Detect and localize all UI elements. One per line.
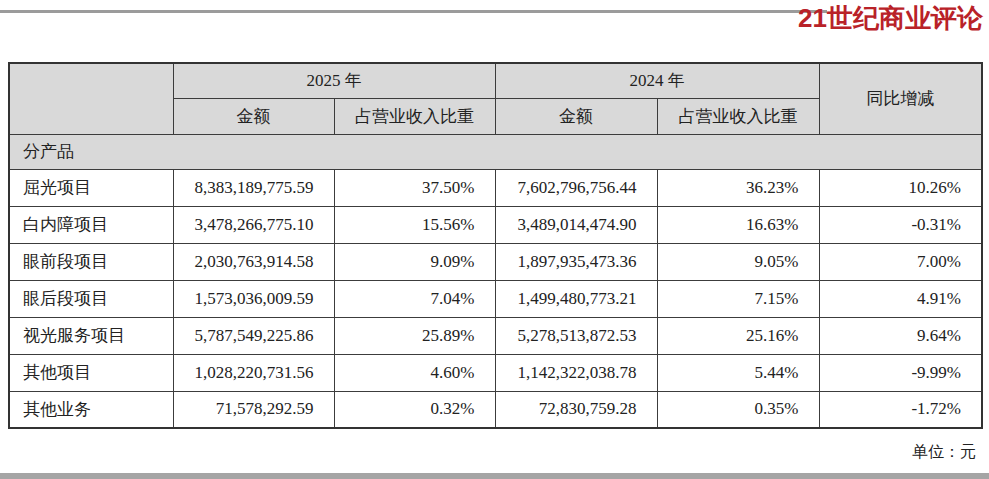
cell-ratio-2025: 25.89% — [334, 317, 495, 354]
column-amount-2025: 金额 — [173, 98, 334, 134]
table-row: 其他业务 71,578,292.59 0.32% 72,830,759.28 0… — [9, 391, 982, 428]
cell-ratio-2024: 25.16% — [657, 317, 819, 354]
cell-amount-2025: 2,030,763,914.58 — [173, 243, 334, 280]
cell-yoy-change: 10.26% — [819, 169, 982, 206]
section-header-by-product: 分产品 — [9, 134, 982, 169]
cell-yoy-change: 4.91% — [819, 280, 982, 317]
cell-ratio-2024: 36.23% — [657, 169, 819, 206]
corner-empty-cell — [9, 63, 173, 134]
table-row: 其他项目 1,028,220,731.56 4.60% 1,142,322,03… — [9, 354, 982, 391]
cell-ratio-2024: 9.05% — [657, 243, 819, 280]
cell-amount-2024: 72,830,759.28 — [495, 391, 657, 428]
cell-product-label: 屈光项目 — [9, 169, 173, 206]
cell-yoy-change: 7.00% — [819, 243, 982, 280]
cell-amount-2025: 3,478,266,775.10 — [173, 206, 334, 243]
column-ratio-2025: 占营业收入比重 — [334, 98, 495, 134]
cell-product-label: 其他业务 — [9, 391, 173, 428]
table-row: 屈光项目 8,383,189,775.59 37.50% 7,602,796,7… — [9, 169, 982, 206]
cell-ratio-2025: 15.56% — [334, 206, 495, 243]
header-divider-line — [0, 10, 827, 13]
table-row: 白内障项目 3,478,266,775.10 15.56% 3,489,014,… — [9, 206, 982, 243]
cell-yoy-change: 9.64% — [819, 317, 982, 354]
cell-amount-2025: 8,383,189,775.59 — [173, 169, 334, 206]
cell-product-label: 眼前段项目 — [9, 243, 173, 280]
cell-yoy-change: -0.31% — [819, 206, 982, 243]
cell-product-label: 视光服务项目 — [9, 317, 173, 354]
cell-amount-2025: 71,578,292.59 — [173, 391, 334, 428]
column-amount-2024: 金额 — [495, 98, 657, 134]
column-group-2025: 2025 年 — [173, 63, 495, 98]
cell-ratio-2024: 7.15% — [657, 280, 819, 317]
publication-logo: 21世纪商业评论 — [798, 1, 983, 36]
cell-ratio-2025: 37.50% — [334, 169, 495, 206]
cell-ratio-2024: 16.63% — [657, 206, 819, 243]
cell-amount-2024: 5,278,513,872.53 — [495, 317, 657, 354]
table-row: 眼后段项目 1,573,036,009.59 7.04% 1,499,480,7… — [9, 280, 982, 317]
cell-amount-2024: 1,499,480,773.21 — [495, 280, 657, 317]
table-row: 视光服务项目 5,787,549,225.86 25.89% 5,278,513… — [9, 317, 982, 354]
cell-amount-2025: 5,787,549,225.86 — [173, 317, 334, 354]
cell-ratio-2025: 9.09% — [334, 243, 495, 280]
cell-ratio-2025: 0.32% — [334, 391, 495, 428]
column-ratio-2024: 占营业收入比重 — [657, 98, 819, 134]
revenue-by-product-table: 2025 年 2024 年 同比增减 金额 占营业收入比重 金额 占营业收入比重… — [8, 62, 983, 429]
cell-product-label: 眼后段项目 — [9, 280, 173, 317]
table-row: 眼前段项目 2,030,763,914.58 9.09% 1,897,935,4… — [9, 243, 982, 280]
column-yoy-change: 同比增减 — [819, 63, 982, 134]
cell-product-label: 白内障项目 — [9, 206, 173, 243]
cell-ratio-2025: 7.04% — [334, 280, 495, 317]
cell-ratio-2025: 4.60% — [334, 354, 495, 391]
column-group-2024: 2024 年 — [495, 63, 819, 98]
cell-amount-2024: 7,602,796,756.44 — [495, 169, 657, 206]
cell-amount-2025: 1,573,036,009.59 — [173, 280, 334, 317]
cell-product-label: 其他项目 — [9, 354, 173, 391]
cell-amount-2024: 1,897,935,473.36 — [495, 243, 657, 280]
cell-amount-2024: 3,489,014,474.90 — [495, 206, 657, 243]
cell-amount-2025: 1,028,220,731.56 — [173, 354, 334, 391]
cell-yoy-change: -9.99% — [819, 354, 982, 391]
bottom-scroll-bar — [0, 473, 989, 479]
cell-yoy-change: -1.72% — [819, 391, 982, 428]
cell-amount-2024: 1,142,322,038.78 — [495, 354, 657, 391]
cell-ratio-2024: 5.44% — [657, 354, 819, 391]
unit-note: 单位：元 — [912, 442, 976, 463]
cell-ratio-2024: 0.35% — [657, 391, 819, 428]
